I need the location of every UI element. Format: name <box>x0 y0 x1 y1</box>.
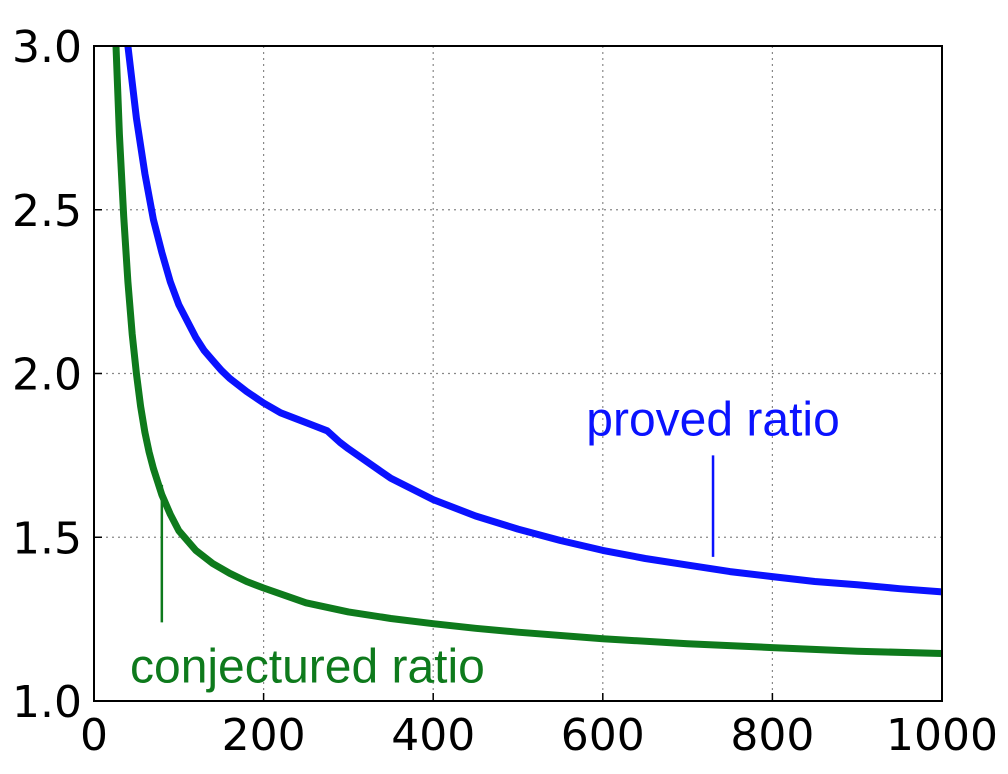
x-tick-label: 800 <box>730 710 814 761</box>
x-tick-label: 0 <box>80 710 108 761</box>
series-line-conjectured-ratio <box>112 45 943 657</box>
series-line-proved-ratio <box>124 45 943 596</box>
annotation-label-proved-ratio: proved ratio <box>586 393 839 446</box>
x-tick-label: 400 <box>391 710 475 761</box>
annotation-label-conjectured-ratio: conjectured ratio <box>130 640 485 693</box>
y-tick-label: 1.0 <box>12 677 82 728</box>
x-axis-ticks: 0 200 400 600 800 1000 <box>80 693 998 761</box>
y-tick-label: 1.5 <box>12 513 82 564</box>
y-tick-label: 2.0 <box>12 350 82 401</box>
grid-layer <box>94 46 942 701</box>
y-tick-label: 3.0 <box>12 22 82 73</box>
series-layer <box>112 45 943 657</box>
y-axis-ticks: 1.0 1.5 2.0 2.5 3.0 <box>12 22 102 728</box>
x-tick-label: 200 <box>222 710 306 761</box>
x-tick-label: 1000 <box>886 710 998 761</box>
x-tick-label: 600 <box>561 710 645 761</box>
annotation-layer: proved ratio conjectured ratio <box>130 393 840 693</box>
y-tick-label: 2.5 <box>12 186 82 237</box>
